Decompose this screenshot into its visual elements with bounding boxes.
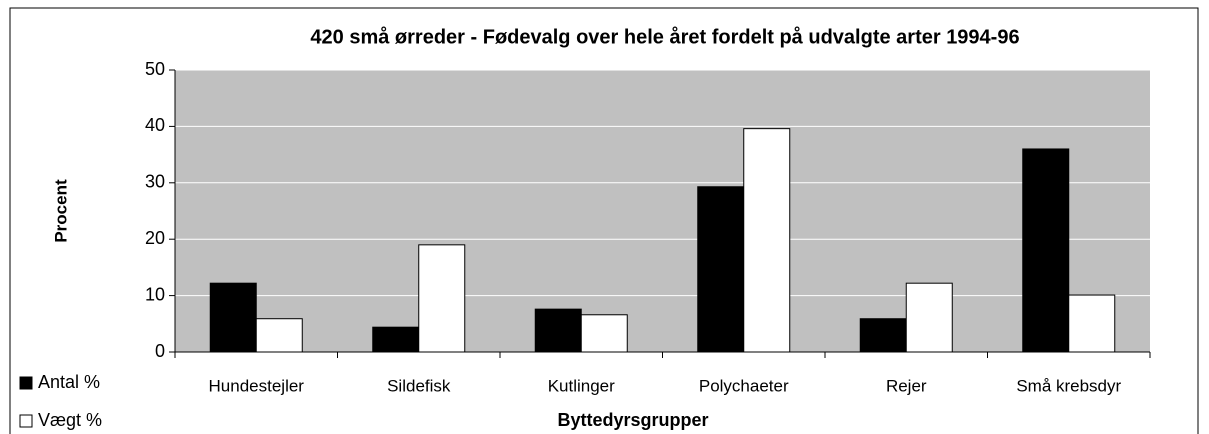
plot-area: [175, 70, 1150, 352]
bar: [255, 318, 303, 353]
y-tick-label: 50: [145, 59, 165, 79]
y-axis-label: Procent: [51, 179, 70, 243]
x-tick-label: Små krebsdyr: [1016, 376, 1121, 395]
y-tick-label: 40: [145, 115, 165, 135]
x-tick-label: Rejer: [886, 376, 927, 395]
x-tick-label: Polychaeter: [699, 376, 789, 395]
legend-swatch: [19, 414, 33, 428]
bar: [372, 326, 420, 353]
chart-title: 420 små ørreder - Fødevalg over hele åre…: [310, 25, 1019, 48]
legend-label: Antal %: [38, 372, 100, 392]
y-tick-label: 20: [145, 228, 165, 248]
x-tick-label: Kutlinger: [548, 376, 615, 395]
bar: [418, 244, 466, 353]
legend-label: Vægt %: [38, 410, 102, 430]
bar: [743, 128, 791, 353]
x-tick-label: Hundestejler: [209, 376, 305, 395]
bar: [1068, 294, 1116, 353]
bar: [580, 314, 628, 353]
x-tick-label: Sildefisk: [387, 376, 451, 395]
bar: [859, 318, 907, 353]
bar: [905, 282, 953, 353]
bar: [1022, 148, 1070, 353]
y-tick-label: 0: [155, 341, 165, 361]
bar: [209, 282, 257, 353]
legend-swatch: [19, 376, 33, 390]
x-axis-label: Byttedyrsgrupper: [557, 410, 708, 430]
y-tick-label: 10: [145, 284, 165, 304]
bar: [534, 308, 582, 353]
bar: [697, 186, 745, 353]
y-tick-label: 30: [145, 172, 165, 192]
